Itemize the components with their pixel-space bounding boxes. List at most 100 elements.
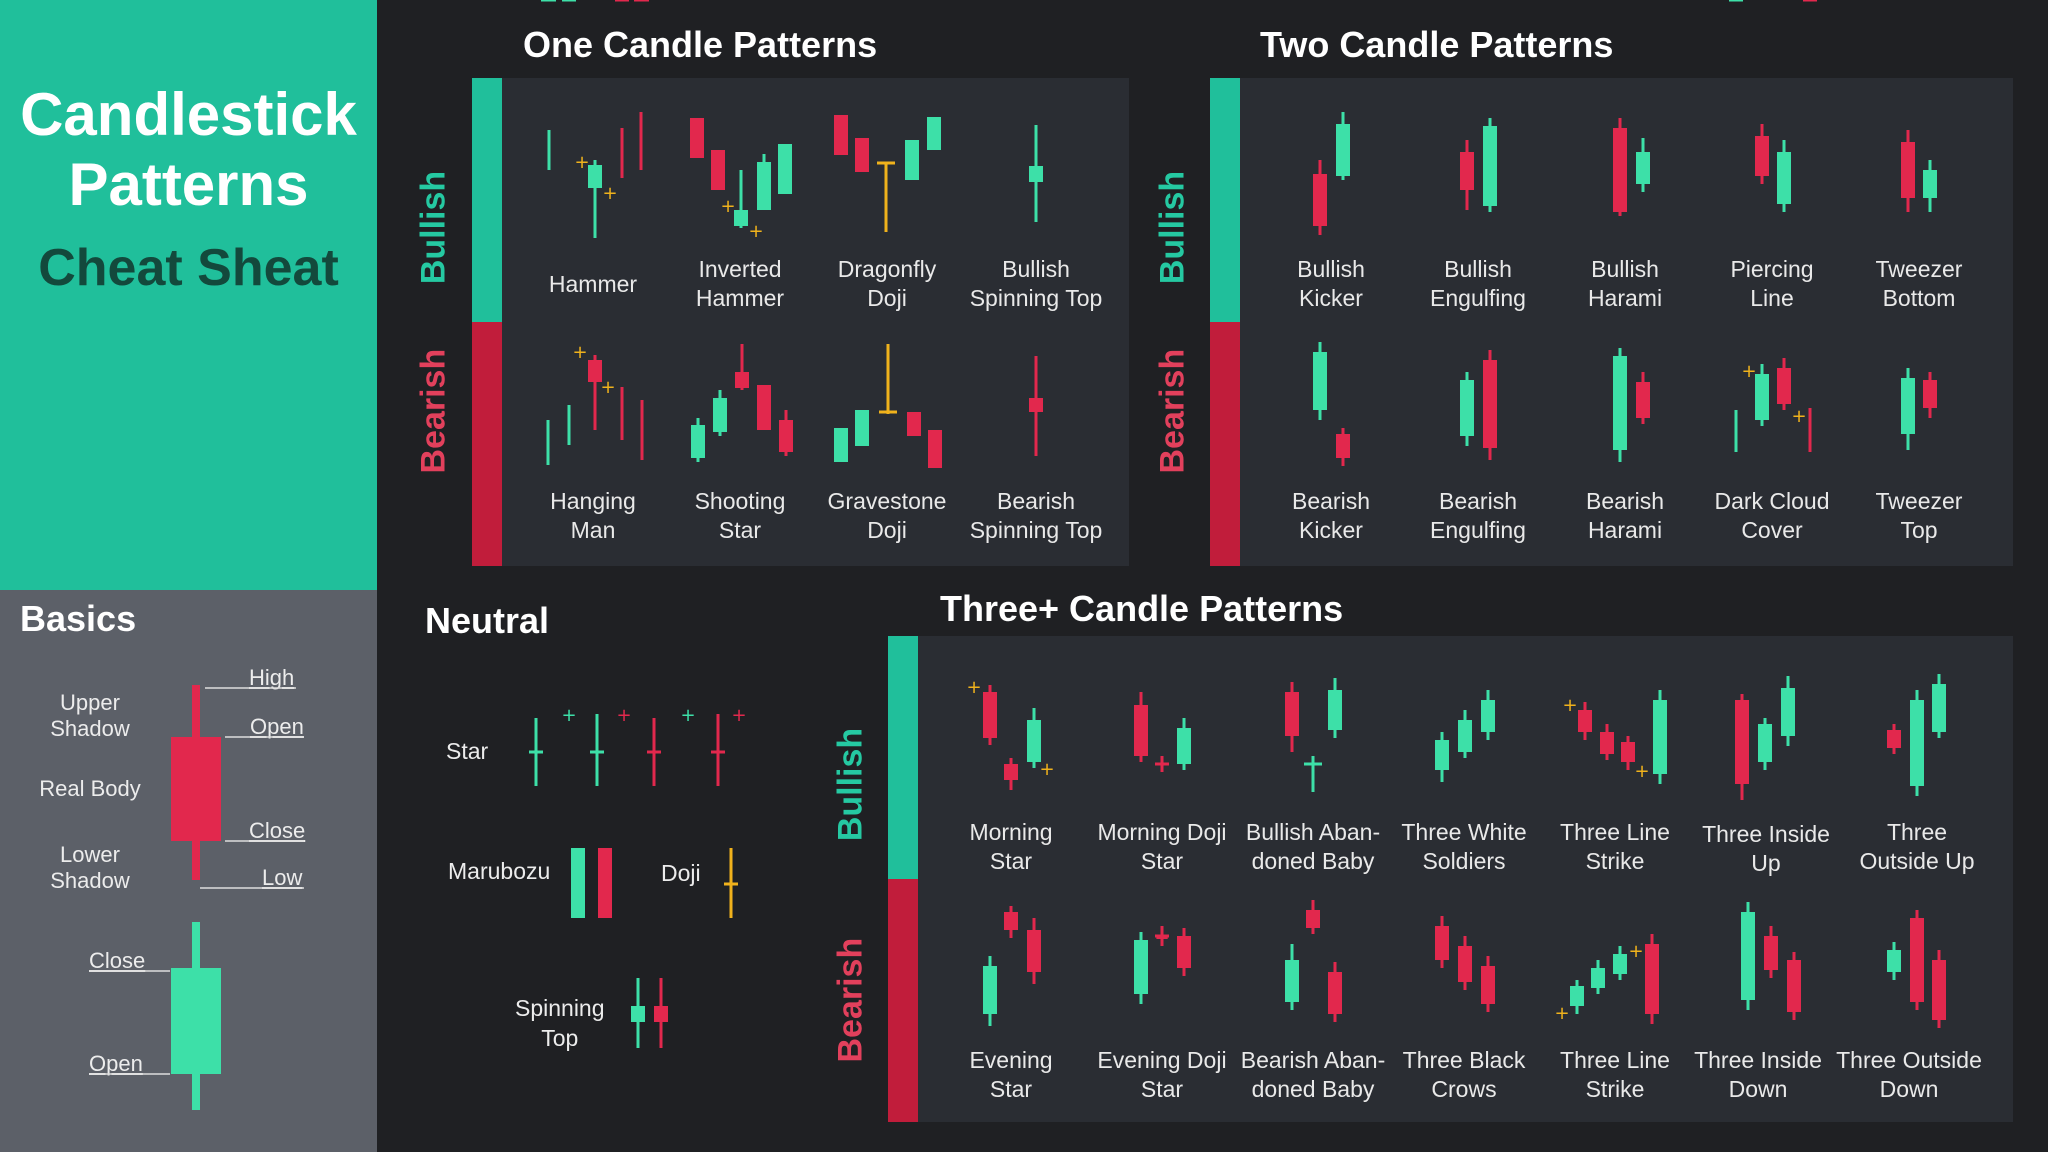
high-label: High bbox=[249, 665, 295, 690]
title-line-2: Patterns bbox=[68, 151, 309, 218]
dark-cloud-candle-2 bbox=[1755, 364, 1769, 426]
dragonfly-candle-1 bbox=[834, 115, 848, 155]
pattern-label-three-white-soldiers: Three White Soldiers bbox=[1401, 819, 1527, 874]
star-candle-4 bbox=[711, 714, 725, 786]
three-inside-down-candle-2 bbox=[1764, 926, 1778, 978]
piercing-candle-1 bbox=[1755, 124, 1769, 184]
three-line-bull-candle-1 bbox=[1578, 702, 1592, 740]
dark-cloud-marker-1: + bbox=[1741, 361, 1756, 382]
two-candle-bear-bar bbox=[1210, 322, 1240, 566]
three-line-bear-candle-1 bbox=[1570, 980, 1584, 1014]
three-candle-title: Three+ Candle Patterns bbox=[940, 588, 1344, 629]
basics-panel: Basics Upper Shadow Real Body Lower Shad… bbox=[0, 590, 377, 1152]
marubozu-candle-2 bbox=[598, 848, 612, 918]
pattern-label-bearish-abandoned-baby: Bearish Aban- doned Baby bbox=[1240, 1047, 1386, 1102]
three-line-bear-marker-2: + bbox=[1628, 941, 1643, 962]
pattern-label-inverted-hammer: Inverted Hammer bbox=[695, 256, 785, 311]
tweezer-bottom-candle-2 bbox=[1923, 160, 1937, 212]
inv-hammer-candle-2 bbox=[711, 150, 725, 190]
star-marker-4: + bbox=[731, 705, 746, 726]
morning-star-marker-1: + bbox=[966, 677, 981, 698]
bear-abandoned-candle-3 bbox=[1328, 962, 1342, 1022]
evening-doji-candle-2 bbox=[1155, 926, 1169, 946]
three-outside-down-candle-3 bbox=[1932, 950, 1946, 1028]
bull-engulf-candle-2 bbox=[1483, 118, 1497, 212]
bull-abandoned-candle-3 bbox=[1328, 678, 1342, 738]
inv-hammer-candle-1 bbox=[690, 118, 704, 158]
three-outside-up-candle-1 bbox=[1887, 724, 1901, 754]
pattern-label-three-outside-down: Three Outside Down bbox=[1836, 1047, 1982, 1102]
three-line-bear-marker-1: + bbox=[1554, 1003, 1569, 1024]
bear-harami-candle-2 bbox=[1636, 372, 1650, 424]
three-outside-down-candle-1 bbox=[1887, 942, 1901, 980]
pattern-label-three-line-strike-bear: Three Line Strike bbox=[1560, 1047, 1670, 1102]
three-white-candle-2 bbox=[1458, 710, 1472, 758]
evening-star-candle-2 bbox=[1004, 906, 1018, 938]
pattern-label-bullish-harami: Bullish Harami bbox=[1587, 256, 1663, 311]
three-line-bull-marker-1: + bbox=[1562, 695, 1577, 716]
neutral-label-doji: Doji bbox=[661, 860, 701, 886]
pattern-label-shooting-star: Shooting Star bbox=[694, 488, 786, 543]
dark-cloud-candle-4 bbox=[1803, 0, 1817, 452]
tweezer-bottom-candle-1 bbox=[1901, 130, 1915, 212]
hammer-candle-3 bbox=[615, 0, 629, 178]
spinning-top-candle-2 bbox=[654, 978, 668, 1048]
shooting-candle-2 bbox=[713, 390, 727, 436]
evening-star-candle-3 bbox=[1027, 918, 1041, 984]
pattern-label-piercing-line: Piercing Line bbox=[1730, 256, 1814, 311]
bear-abandoned-candle-1 bbox=[1285, 944, 1299, 1010]
hanging-candle-1 bbox=[541, 0, 555, 465]
star-candle-2 bbox=[590, 714, 604, 786]
bear-engulf-candle-2 bbox=[1483, 350, 1497, 460]
morning-doji-candle-3 bbox=[1177, 718, 1191, 770]
pattern-label-gravestone-doji: Gravestone Doji bbox=[827, 488, 947, 543]
close-label: Close bbox=[249, 818, 306, 843]
three-outside-up-candle-2 bbox=[1910, 690, 1924, 796]
three-line-bull-candle-3 bbox=[1621, 736, 1635, 770]
hammer-candle-4 bbox=[634, 0, 648, 170]
three-black-candle-1 bbox=[1435, 916, 1449, 968]
pattern-label-morning-doji-star: Morning Doji Star bbox=[1097, 819, 1227, 874]
three-line-bear-candle-2 bbox=[1591, 960, 1605, 994]
basics-title: Basics bbox=[20, 598, 137, 639]
bull-abandoned-candle-1 bbox=[1285, 682, 1299, 752]
bull-engulf-candle-1 bbox=[1460, 140, 1474, 210]
pattern-label-three-line-strike-bull: Three Line Strike bbox=[1560, 819, 1670, 874]
bull-abandoned-candle-2 bbox=[1304, 756, 1322, 792]
pattern-label-evening-doji-star: Evening Doji Star bbox=[1097, 1047, 1227, 1102]
hanging-candle-2 bbox=[562, 0, 576, 445]
pattern-label-bullish-spinning-top: Bullish Spinning Top bbox=[969, 256, 1103, 311]
pattern-label-bullish-kicker: Bullish Kicker bbox=[1297, 256, 1365, 311]
one-candle-title: One Candle Patterns bbox=[523, 24, 878, 65]
doji-candle bbox=[724, 848, 738, 918]
bull-harami-candle-2 bbox=[1636, 138, 1650, 192]
pattern-label-bullish-engulfing: Bullish Engulfing bbox=[1430, 256, 1526, 311]
three-black-candle-2 bbox=[1458, 936, 1472, 990]
gravestone-candle-5 bbox=[928, 430, 942, 468]
pattern-label-bearish-engulfing: Bearish Engulfing bbox=[1430, 488, 1526, 543]
three-white-candle-3 bbox=[1481, 690, 1495, 740]
gravestone-candle-1 bbox=[834, 428, 848, 462]
star-marker-2: + bbox=[616, 705, 631, 726]
pattern-label-three-black-crows: Three Black Crows bbox=[1402, 1047, 1526, 1102]
evening-star-candle-1 bbox=[983, 956, 997, 1026]
pattern-label-tweezer-bottom: Tweezer Bottom bbox=[1875, 256, 1963, 311]
morning-doji-candle-2 bbox=[1155, 756, 1169, 772]
dark-cloud-candle-3 bbox=[1777, 358, 1791, 410]
dark-cloud-candle-1 bbox=[1729, 0, 1743, 452]
three-outside-up-candle-3 bbox=[1932, 674, 1946, 738]
pattern-label-evening-star: Evening Star bbox=[969, 1047, 1053, 1102]
pattern-label-three-inside-down: Three Inside Down bbox=[1694, 1047, 1822, 1102]
hanging-marker-1: + bbox=[572, 342, 587, 363]
hanging-candle-5 bbox=[635, 0, 649, 460]
hanging-candle-4 bbox=[615, 0, 629, 440]
three-candle-panel bbox=[888, 636, 2013, 1122]
inv-hammer-candle-3 bbox=[734, 170, 748, 228]
bear-spin-candle bbox=[1029, 356, 1043, 456]
pattern-label-dark-cloud-cover: Dark Cloud Cover bbox=[1714, 488, 1830, 543]
subtitle: Cheat Sheat bbox=[38, 239, 339, 297]
star-candle-3 bbox=[647, 718, 661, 786]
anatomy-bull-body bbox=[171, 968, 221, 1074]
inv-hammer-candle-4 bbox=[757, 154, 771, 210]
